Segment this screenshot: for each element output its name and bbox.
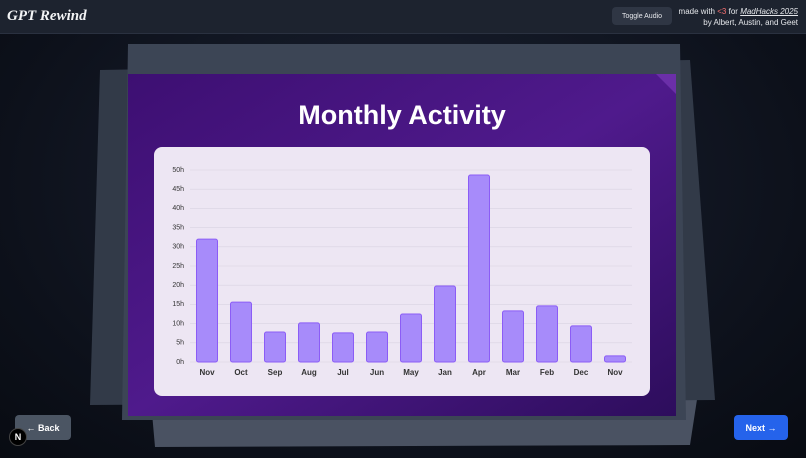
x-tick-label: Dec [574, 368, 589, 377]
x-tick-label: Apr [472, 368, 486, 377]
nextjs-badge[interactable]: N [9, 428, 27, 446]
bar [604, 355, 626, 363]
bar [196, 238, 218, 363]
y-tick-label: 15h [172, 301, 184, 308]
y-tick-label: 10h [172, 320, 184, 327]
y-tick-label: 50h [172, 167, 184, 174]
bar [434, 285, 456, 363]
bar [536, 305, 558, 363]
bar [230, 301, 252, 363]
y-tick-label: 5h [176, 340, 184, 347]
bar [570, 325, 592, 363]
bar [502, 310, 524, 363]
y-tick-label: 35h [172, 224, 184, 231]
bar [332, 332, 354, 363]
logo: GPT Rewind [7, 8, 87, 24]
bar [298, 322, 320, 363]
audio-label: Toggle Audio [621, 12, 663, 20]
x-tick-label: Nov [607, 368, 623, 377]
y-tick-label: 0h [176, 359, 184, 366]
x-tick-label: Jul [337, 368, 349, 377]
credit-for: for [728, 7, 738, 16]
y-tick-label: 25h [172, 263, 184, 270]
header: GPT Rewind Toggle Audio made with <3 for… [0, 0, 806, 34]
bar [264, 331, 286, 363]
credit-link[interactable]: MadHacks 2025 [740, 7, 798, 16]
x-tick-label: Jun [370, 368, 384, 377]
x-tick-label: Sep [268, 368, 283, 377]
x-tick-label: Feb [540, 368, 554, 377]
x-tick-label: Jan [438, 368, 452, 377]
credit-heart: <3 [717, 7, 727, 16]
credit: made with <3 for MadHacks 2025 by Albert… [679, 6, 798, 28]
chart-title: Monthly Activity [298, 100, 506, 130]
x-tick-label: Mar [506, 368, 520, 377]
bar [366, 331, 388, 363]
x-tick-label: Nov [199, 368, 215, 377]
y-tick-label: 40h [172, 205, 184, 212]
toggle-audio-button[interactable]: Toggle Audio [612, 7, 672, 25]
next-button[interactable]: Next → [734, 415, 788, 440]
corner-fold [656, 74, 676, 94]
x-tick-label: Aug [301, 368, 317, 377]
bar [400, 313, 422, 363]
byline: by Albert, Austin, and Geet [703, 18, 798, 27]
y-tick-label: 30h [172, 244, 184, 251]
x-tick-label: Oct [234, 368, 248, 377]
y-tick-label: 20h [172, 282, 184, 289]
bar [468, 174, 490, 363]
credit-prefix: made with [678, 7, 716, 16]
x-tick-label: May [403, 368, 419, 377]
y-tick-label: 45h [172, 186, 184, 193]
